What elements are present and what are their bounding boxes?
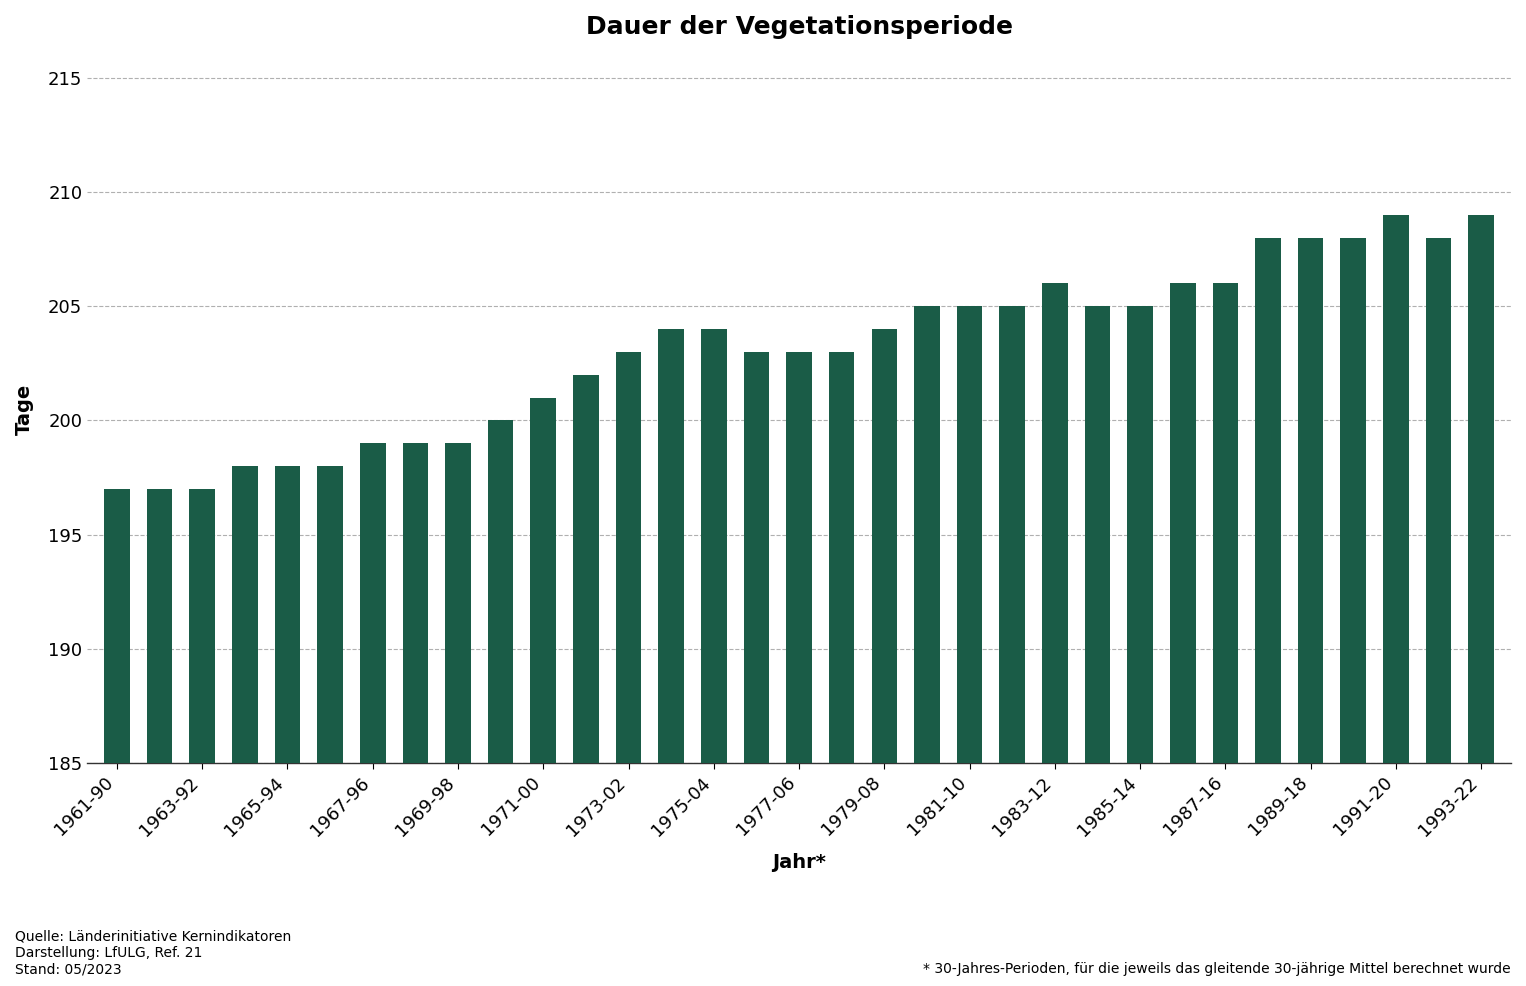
- Bar: [574, 375, 598, 763]
- Title: Dauer der Vegetationsperiode: Dauer der Vegetationsperiode: [586, 15, 1013, 39]
- Bar: [232, 466, 258, 763]
- Bar: [1256, 238, 1280, 763]
- Bar: [189, 489, 215, 763]
- Bar: [488, 420, 513, 763]
- Bar: [1213, 283, 1238, 763]
- Bar: [275, 466, 301, 763]
- Bar: [871, 329, 897, 763]
- Bar: [1170, 283, 1195, 763]
- Bar: [1128, 306, 1154, 763]
- Bar: [1000, 306, 1025, 763]
- Bar: [104, 489, 130, 763]
- Bar: [360, 444, 386, 763]
- Bar: [914, 306, 940, 763]
- Text: * 30-Jahres-Perioden, für die jeweils das gleitende 30-jährige Mittel berechnet : * 30-Jahres-Perioden, für die jeweils da…: [923, 962, 1511, 976]
- Bar: [1340, 238, 1366, 763]
- Bar: [1383, 215, 1408, 763]
- Bar: [1468, 215, 1494, 763]
- Bar: [317, 466, 343, 763]
- Bar: [957, 306, 983, 763]
- Bar: [531, 397, 555, 763]
- Bar: [1042, 283, 1068, 763]
- Bar: [829, 352, 855, 763]
- Bar: [1297, 238, 1323, 763]
- Bar: [658, 329, 684, 763]
- Bar: [743, 352, 769, 763]
- Bar: [403, 444, 429, 763]
- Bar: [146, 489, 172, 763]
- Bar: [1425, 238, 1451, 763]
- Y-axis label: Tage: Tage: [15, 384, 34, 435]
- Bar: [446, 444, 472, 763]
- Bar: [700, 329, 726, 763]
- Bar: [786, 352, 812, 763]
- Bar: [617, 352, 641, 763]
- Bar: [1085, 306, 1111, 763]
- X-axis label: Jahr*: Jahr*: [772, 854, 826, 873]
- Text: Quelle: Länderinitiative Kernindikatoren
Darstellung: LfULG, Ref. 21
Stand: 05/2: Quelle: Länderinitiative Kernindikatoren…: [15, 930, 291, 976]
